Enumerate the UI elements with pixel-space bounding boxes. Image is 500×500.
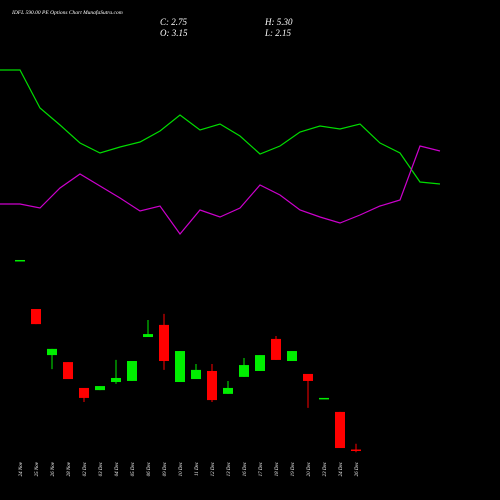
candle-body <box>159 324 169 362</box>
candle-body <box>335 411 345 449</box>
x-tick-label: 04 Dec <box>115 461 120 476</box>
x-tick-label: 19 Dec <box>291 461 296 476</box>
close-label: C: 2.75 <box>160 17 188 27</box>
open-label: O: 3.15 <box>160 28 188 38</box>
indicator-line <box>0 145 441 235</box>
candle-body <box>127 361 137 381</box>
candle-body <box>303 373 313 381</box>
candle-body <box>223 387 233 394</box>
x-tick-label: 06 Dec <box>147 461 152 476</box>
low-label: L: 2.15 <box>264 28 292 38</box>
candle-body <box>47 348 57 356</box>
candle-body <box>15 259 25 262</box>
candle-body <box>175 351 185 383</box>
x-tick-label: 18 Dec <box>275 461 280 476</box>
x-tick-label: 16 Dec <box>243 461 248 476</box>
x-tick-label: 10 Dec <box>179 461 184 476</box>
candle-body <box>63 362 73 380</box>
x-tick-label: 12 Dec <box>211 461 216 476</box>
x-tick-label: 25 Nov <box>35 461 40 476</box>
indicator-line <box>0 69 441 185</box>
x-tick-label: 17 Dec <box>259 461 264 476</box>
x-tick-label: 11 Dec <box>195 461 200 476</box>
x-tick-label: 24 Dec <box>339 461 344 476</box>
candle-body <box>95 386 105 391</box>
candle-body <box>287 351 297 362</box>
x-tick-label: 28 Nov <box>67 461 72 476</box>
candle-body <box>239 365 249 377</box>
x-tick-label: 26 Dec <box>355 461 360 476</box>
candle-body <box>143 334 153 338</box>
x-tick-label: 26 Nov <box>51 461 56 476</box>
candle-body <box>255 355 265 371</box>
x-tick-label: 20 Dec <box>307 461 312 476</box>
x-tick-label: 24 Nov <box>19 461 24 476</box>
x-tick-label: 02 Dec <box>83 461 88 476</box>
x-tick-label: 03 Dec <box>99 461 104 476</box>
x-tick-label: 09 Dec <box>163 461 168 476</box>
candle-body <box>31 309 41 325</box>
chart-title: IDFL 590.00 PE Options Chart MunafaSutra… <box>11 9 123 16</box>
candle-body <box>207 370 217 401</box>
candle-body <box>79 387 89 398</box>
candle-body <box>191 369 201 380</box>
candle-body <box>271 338 281 360</box>
candle-body <box>351 449 361 452</box>
x-tick-label: 23 Dec <box>323 461 328 476</box>
candle-body <box>111 377 121 383</box>
candle-body <box>319 397 329 400</box>
x-tick-label: 05 Dec <box>131 461 136 476</box>
high-label: H: 5.30 <box>264 17 293 27</box>
x-tick-label: 13 Dec <box>227 461 232 476</box>
